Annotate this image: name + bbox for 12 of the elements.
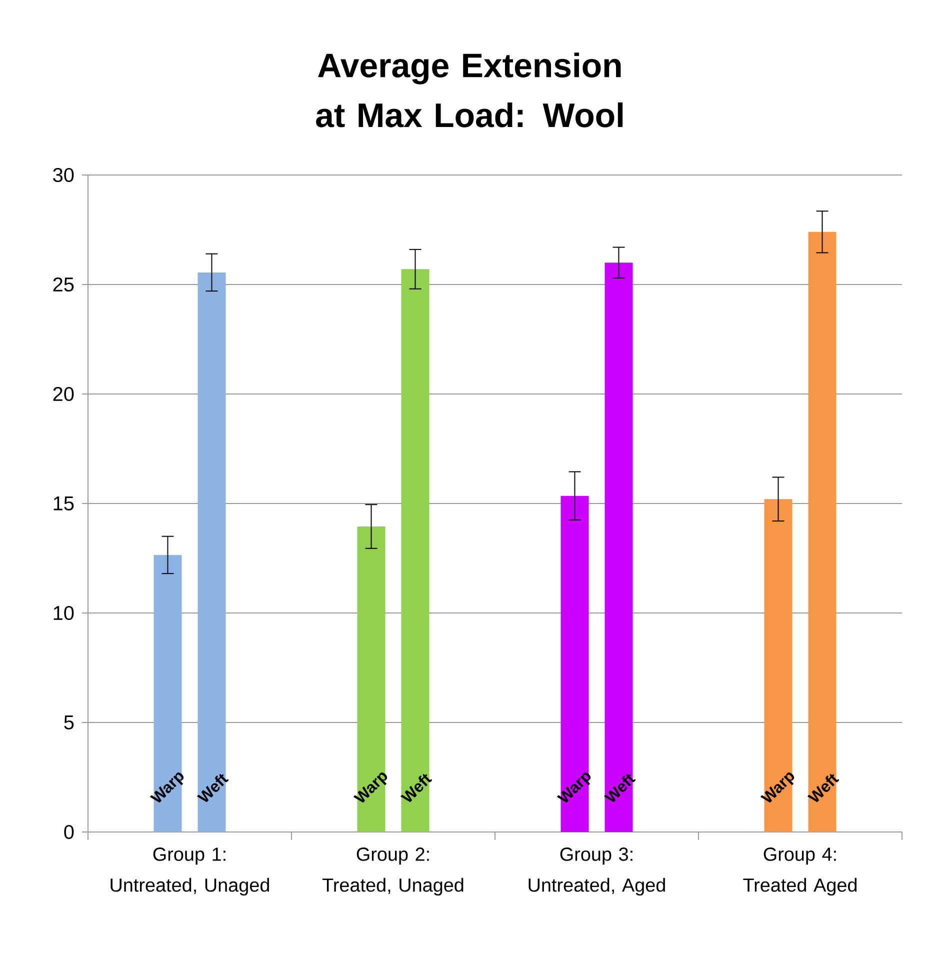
- x-tick-label: Group 3: Untreated, Aged: [528, 848, 665, 896]
- chart-title: Average Extension at Max Load: Wool: [316, 52, 623, 128]
- y-tick-label: 5: [64, 716, 74, 730]
- x-tick-label: Group 4: Treated Aged: [743, 848, 857, 896]
- x-tick-label: Group 1: Untreated, Unaged: [110, 848, 269, 896]
- y-tick-label: 0: [64, 824, 74, 840]
- y-tick-label: 20: [53, 386, 74, 402]
- x-tick-label: Group 2: Treated, Unaged: [322, 848, 464, 896]
- y-tick-label: 25: [53, 277, 74, 292]
- y-tick-label: 30: [53, 168, 74, 182]
- y-tick-label: 15: [54, 496, 74, 510]
- y-tick-label: 10: [54, 606, 74, 620]
